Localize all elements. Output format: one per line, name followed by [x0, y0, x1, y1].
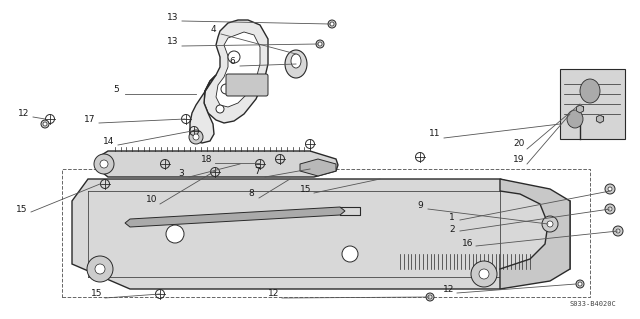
Circle shape — [193, 134, 199, 140]
Polygon shape — [98, 151, 338, 177]
Circle shape — [87, 256, 113, 282]
Circle shape — [316, 40, 324, 48]
Text: 12: 12 — [268, 290, 280, 299]
Circle shape — [479, 269, 489, 279]
Ellipse shape — [580, 79, 600, 103]
Polygon shape — [216, 32, 260, 107]
Circle shape — [189, 130, 203, 144]
Circle shape — [542, 216, 558, 232]
Circle shape — [608, 187, 612, 191]
Circle shape — [43, 122, 47, 126]
Text: 19: 19 — [513, 155, 525, 165]
Circle shape — [605, 184, 615, 194]
Text: 15: 15 — [92, 290, 103, 299]
Text: 16: 16 — [462, 239, 474, 248]
Circle shape — [342, 246, 358, 262]
Text: 12: 12 — [19, 108, 29, 117]
Circle shape — [216, 105, 224, 113]
Circle shape — [428, 295, 432, 299]
Text: 12: 12 — [444, 285, 454, 293]
Polygon shape — [596, 115, 604, 123]
Text: 4: 4 — [210, 26, 216, 34]
FancyBboxPatch shape — [226, 74, 268, 96]
Ellipse shape — [567, 110, 583, 128]
Polygon shape — [190, 75, 216, 143]
Polygon shape — [72, 179, 570, 289]
Polygon shape — [204, 20, 268, 123]
Circle shape — [41, 120, 49, 128]
Polygon shape — [577, 105, 584, 113]
Circle shape — [471, 261, 497, 287]
Circle shape — [547, 221, 553, 227]
Circle shape — [166, 225, 184, 243]
Text: 1: 1 — [449, 212, 455, 221]
Circle shape — [100, 160, 108, 168]
Text: 13: 13 — [167, 38, 179, 47]
Ellipse shape — [285, 50, 307, 78]
FancyBboxPatch shape — [560, 69, 625, 139]
Circle shape — [576, 280, 584, 288]
Circle shape — [616, 229, 620, 233]
Text: 8: 8 — [248, 189, 254, 198]
Circle shape — [94, 154, 114, 174]
Text: 18: 18 — [201, 154, 212, 164]
Polygon shape — [300, 159, 336, 176]
Circle shape — [605, 204, 615, 214]
Text: 2: 2 — [449, 225, 455, 234]
Text: 6: 6 — [229, 57, 235, 66]
Circle shape — [578, 282, 582, 286]
Polygon shape — [125, 207, 345, 227]
Text: 7: 7 — [254, 167, 260, 176]
Text: 14: 14 — [103, 137, 115, 146]
Text: 9: 9 — [417, 202, 423, 211]
Circle shape — [221, 84, 231, 94]
Text: 10: 10 — [147, 196, 157, 204]
Circle shape — [330, 22, 334, 26]
Text: 20: 20 — [513, 139, 525, 149]
Circle shape — [318, 42, 322, 46]
Text: S033-B4020C: S033-B4020C — [570, 301, 617, 307]
Text: 5: 5 — [113, 85, 119, 94]
Circle shape — [228, 51, 240, 63]
Text: 15: 15 — [16, 204, 28, 213]
Text: 13: 13 — [167, 12, 179, 21]
Text: 11: 11 — [429, 130, 441, 138]
Text: 17: 17 — [84, 115, 96, 123]
Ellipse shape — [291, 54, 301, 68]
Text: 3: 3 — [178, 169, 184, 179]
Circle shape — [328, 20, 336, 28]
Circle shape — [608, 207, 612, 211]
Text: 15: 15 — [300, 184, 312, 194]
Circle shape — [426, 293, 434, 301]
Circle shape — [613, 226, 623, 236]
Polygon shape — [500, 179, 570, 289]
Circle shape — [95, 264, 105, 274]
